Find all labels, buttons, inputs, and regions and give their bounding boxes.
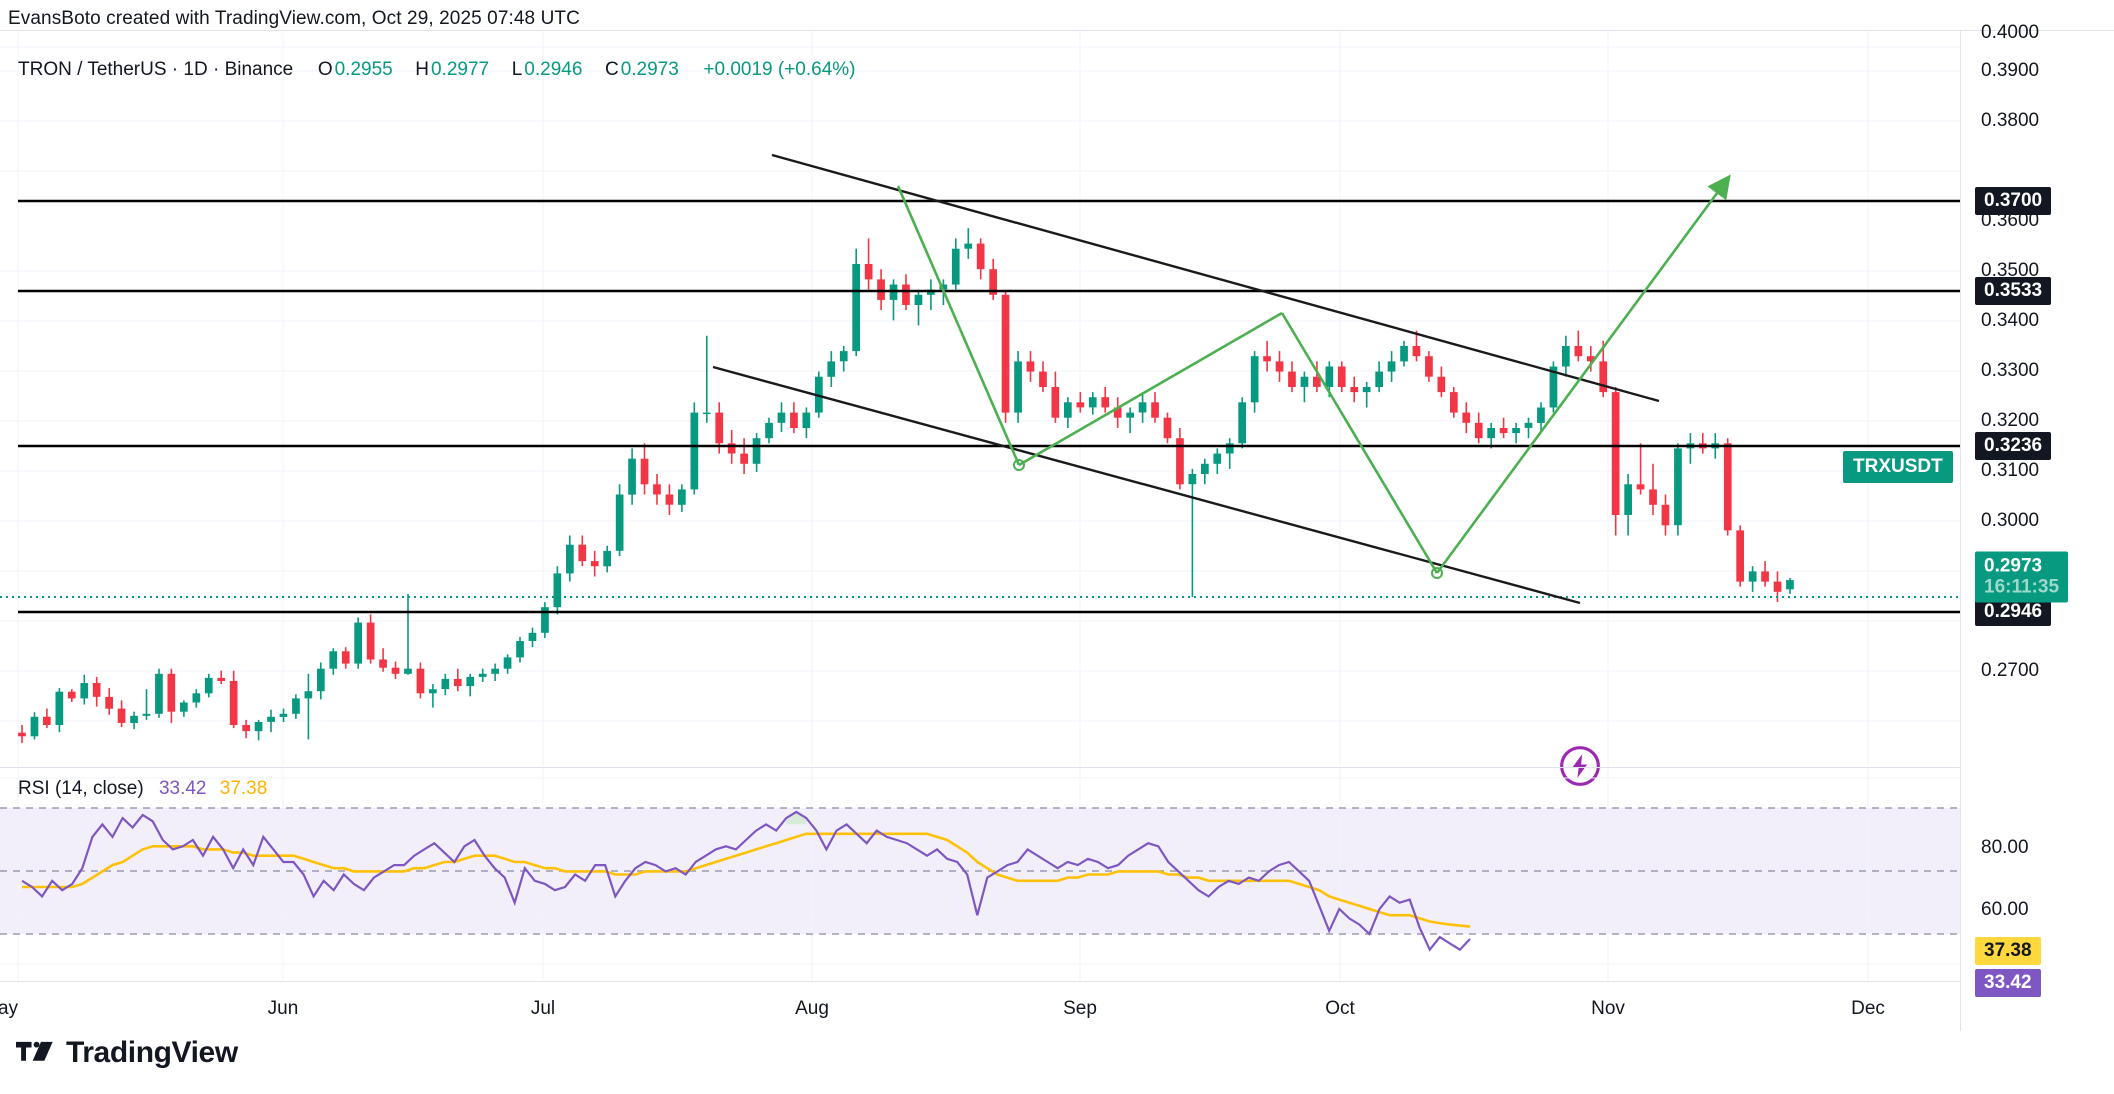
price-tick-0.3400: 0.3400 [1981, 310, 2040, 331]
rsi-pane[interactable]: RSI (14, close) 33.42 37.38 [0, 767, 1960, 982]
open-key: O [317, 59, 333, 80]
price-tick-0.3900: 0.3900 [1981, 60, 2040, 81]
horizontal-levels[interactable] [18, 199, 1960, 614]
level-badge-0.3533[interactable]: 0.3533 [1975, 277, 2052, 305]
tradingview-brand-text: TradingView [66, 1036, 238, 1069]
rsi-ma-value: 37.38 [219, 778, 268, 799]
close-key: C [604, 59, 619, 80]
price-plot [0, 31, 1960, 766]
change-value: +0.0019 (+0.64%) [703, 59, 856, 80]
price-tick-0.3500: 0.3500 [1981, 260, 2040, 281]
price-pane[interactable]: TRON / TetherUS · 1D · Binance O 0.2955 H… [0, 31, 1960, 786]
channel-lower-line [712, 365, 1581, 605]
zigzag-projection[interactable] [896, 174, 1731, 574]
open-value: 0.2955 [334, 59, 393, 80]
price-tick-0.3000: 0.3000 [1981, 510, 2040, 531]
rsi-value-badge[interactable]: 33.42 [1975, 969, 2041, 997]
price-tick-0.3600: 0.3600 [1981, 210, 2040, 231]
time-axis[interactable]: ay Jun Jul Aug Sep Oct Nov Dec [0, 981, 1960, 1032]
price-gridlines [0, 46, 1960, 722]
rsi-tick-60: 60.00 [1981, 899, 2029, 920]
zigzag-segment-down-1 [896, 185, 1021, 466]
close-value: 0.2973 [620, 59, 679, 80]
chart-frame: TRON / TetherUS · 1D · Binance O 0.2955 H… [0, 22, 2114, 1032]
time-tick-oct: Oct [1325, 998, 1355, 1019]
time-tick-sep: Sep [1063, 998, 1097, 1019]
price-axis[interactable]: 0.4000 0.3900 0.3800 0.3600 0.3500 0.340… [1960, 22, 2114, 1031]
rsi-title[interactable]: RSI (14, close) [18, 778, 144, 799]
low-value: 0.2946 [524, 59, 583, 80]
rsi-value: 33.42 [158, 778, 207, 799]
time-tick-jul: Jul [530, 998, 556, 1019]
symbol-tag[interactable]: TRXUSDT [1843, 451, 1953, 483]
lightning-bolt-icon[interactable] [1558, 744, 1602, 788]
last-price-value: 0.2973 [1984, 555, 2043, 577]
attribution-text: EvansBoto created with TradingView.com, … [8, 8, 580, 29]
price-tick-0.3100: 0.3100 [1981, 460, 2040, 481]
price-tick-0.3800: 0.3800 [1981, 110, 2040, 131]
rsi-ma-badge[interactable]: 37.38 [1975, 937, 2041, 965]
rsi-main-line [21, 810, 1471, 952]
tradingview-brand[interactable]: TradingView [16, 1036, 238, 1070]
zigzag-pivot-markers [1013, 459, 1443, 579]
rsi-month-gridlines [17, 768, 1869, 981]
price-tick-0.3200: 0.3200 [1981, 410, 2040, 431]
last-price-badge[interactable]: 0.2973 16:11:35 [1975, 551, 2069, 603]
symbol-title[interactable]: TRON / TetherUS · 1D · Binance [18, 59, 294, 80]
time-tick-may: ay [0, 998, 19, 1019]
level-badge-0.2946[interactable]: 0.2946 [1975, 598, 2052, 626]
rsi-level-lines [0, 807, 1960, 935]
channel-upper-line [771, 153, 1660, 403]
level-badge-0.3236[interactable]: 0.3236 [1975, 432, 2052, 460]
zigzag-segment-down-2 [1280, 312, 1439, 574]
rsi-plot [0, 768, 1960, 981]
rsi-tick-80: 80.00 [1981, 837, 2029, 858]
rsi-legend[interactable]: RSI (14, close) 33.42 37.38 [18, 778, 267, 800]
price-tick-0.4000: 0.4000 [1981, 22, 2040, 43]
zigzag-segment-up-1 [1018, 311, 1283, 467]
falling-channel[interactable] [712, 153, 1660, 605]
candlestick-series [18, 228, 1794, 743]
bar-countdown: 16:11:35 [1984, 576, 2060, 597]
price-legend[interactable]: TRON / TetherUS · 1D · Binance O 0.2955 H… [18, 59, 858, 81]
time-tick-jun: Jun [267, 998, 299, 1019]
price-month-gridlines [17, 31, 1869, 766]
high-value: 0.2977 [431, 59, 490, 80]
price-tick-0.3300: 0.3300 [1981, 360, 2040, 381]
tradingview-logo-icon [16, 1039, 56, 1067]
low-key: L [511, 59, 523, 80]
time-tick-aug: Aug [795, 998, 829, 1019]
price-tick-0.2700: 0.2700 [1981, 660, 2040, 681]
zigzag-projection-arrow [1435, 174, 1731, 574]
level-badge-0.3700[interactable]: 0.3700 [1975, 187, 2052, 215]
time-tick-nov: Nov [1591, 998, 1625, 1019]
time-tick-dec: Dec [1851, 998, 1885, 1019]
high-key: H [415, 59, 430, 80]
